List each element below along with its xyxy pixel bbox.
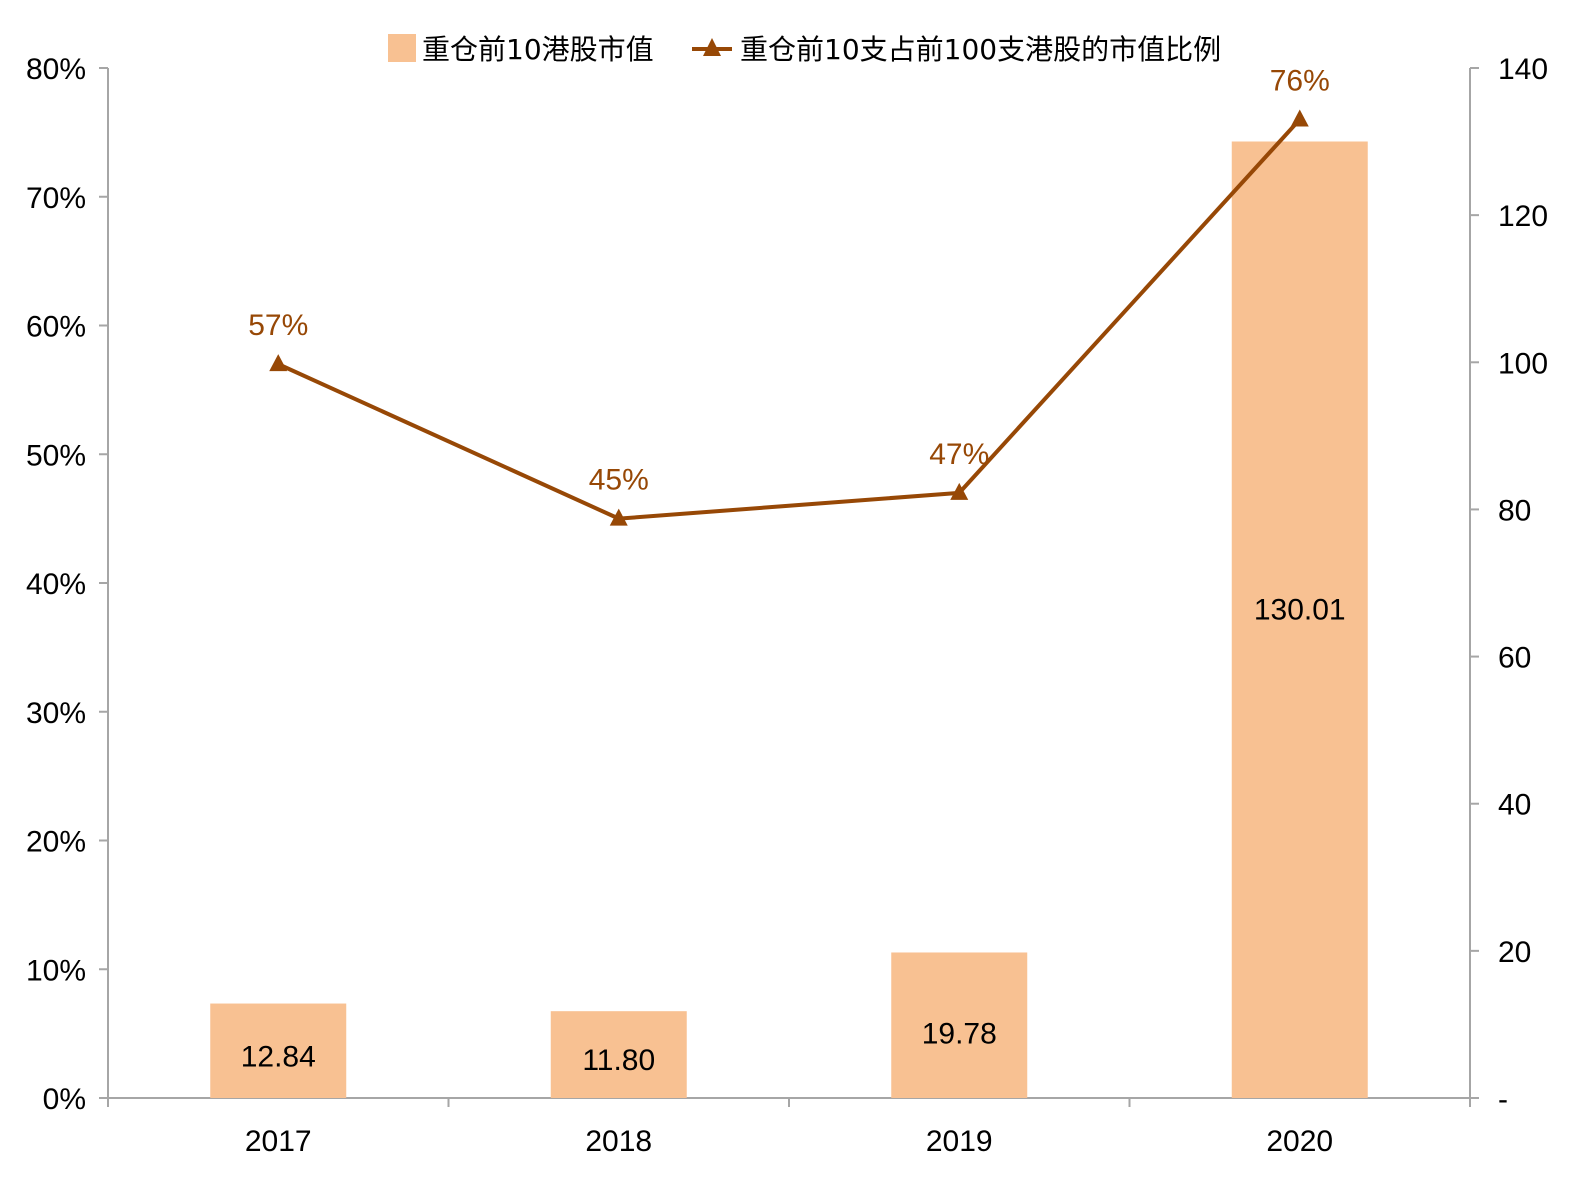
- bar-series: [210, 141, 1368, 1098]
- right-y-tick-label: 100: [1498, 347, 1548, 380]
- line-value-label: 76%: [1270, 65, 1330, 98]
- triangle-marker: [609, 508, 628, 526]
- left-y-tick-label: 70%: [26, 182, 86, 215]
- left-y-tick-label: 80%: [26, 53, 86, 86]
- bar: [891, 952, 1028, 1098]
- right-y-tick-label: 60: [1498, 642, 1531, 675]
- bar-value-label: 19.78: [922, 1018, 997, 1051]
- right-y-tick-label: 140: [1498, 53, 1548, 86]
- left-y-tick-label: 50%: [26, 439, 86, 472]
- left-y-tick-label: 60%: [26, 311, 86, 344]
- bar-value-label: 12.84: [241, 1040, 316, 1073]
- line-series: [269, 109, 1309, 526]
- left-y-tick-label: 20%: [26, 826, 86, 859]
- right-y-tick-label: 80: [1498, 494, 1531, 527]
- x-tick-label: 2018: [585, 1125, 652, 1158]
- x-tick-label: 2020: [1266, 1125, 1333, 1158]
- bar: [210, 1003, 347, 1098]
- triangle-marker: [950, 482, 969, 500]
- right-y-tick-label: 120: [1498, 200, 1548, 233]
- triangle-marker: [269, 354, 288, 372]
- legend-line-label: 重仓前10支占前100支港股的市值比例: [740, 33, 1222, 66]
- left-y-tick-label: 40%: [26, 568, 86, 601]
- x-tick-label: 2017: [245, 1125, 312, 1158]
- x-tick-label: 2019: [926, 1125, 993, 1158]
- left-y-tick-label: 0%: [43, 1083, 86, 1116]
- legend-bar-swatch: [388, 34, 416, 62]
- ratio-line: [277, 118, 1302, 521]
- legend-item-bar: 重仓前10港股市值: [388, 28, 654, 68]
- legend: 重仓前10港股市值 重仓前10支占前100支港股的市值比例: [0, 28, 1575, 68]
- bar-value-label: 11.80: [582, 1044, 655, 1077]
- left-y-tick-label: 30%: [26, 697, 86, 730]
- line-value-label: 45%: [589, 464, 649, 497]
- line-value-label: 57%: [248, 309, 308, 342]
- bar: [1231, 141, 1368, 1098]
- triangle-marker: [1290, 109, 1309, 127]
- line-value-label: 47%: [929, 438, 989, 471]
- bar: [550, 1011, 687, 1098]
- right-y-tick-label: -: [1498, 1083, 1508, 1116]
- legend-line-swatch: [692, 34, 732, 62]
- bar-value-label: 130.01: [1254, 594, 1346, 627]
- legend-item-line: 重仓前10支占前100支港股的市值比例: [692, 28, 1221, 68]
- right-y-tick-label: 40: [1498, 789, 1531, 822]
- right-y-tick-label: 20: [1498, 936, 1531, 969]
- legend-bar-label: 重仓前10港股市值: [422, 33, 654, 66]
- data-labels: 12.84 11.80 19.78 130.01 57% 45% 47% 76%: [241, 65, 1346, 1077]
- left-y-tick-label: 10%: [26, 954, 86, 987]
